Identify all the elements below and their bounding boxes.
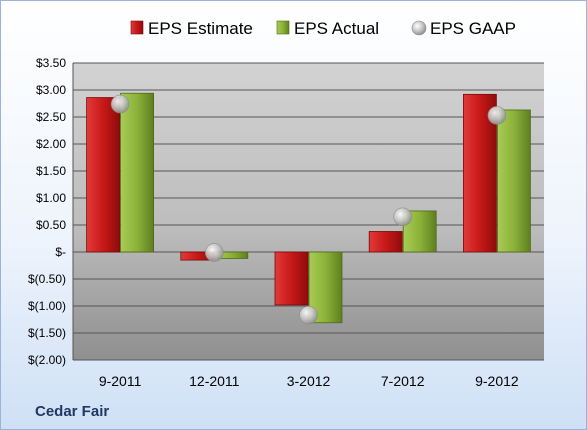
eps-gaap-marker [299,305,318,325]
y-tick-label: $1.50 [36,164,66,178]
legend-label: EPS Actual [294,19,379,38]
eps-actual-bar [120,92,154,253]
eps-estimate-bar [274,251,309,306]
eps-estimate-bar [86,97,120,253]
legend-swatch [130,20,144,35]
eps-gaap-marker [487,106,507,125]
eps-gaap-marker [110,94,130,114]
x-category-label: 12-2011 [189,373,240,389]
y-tick-label: $3.00 [36,83,66,97]
y-tick-label: $(1.00) [28,299,66,313]
legend-swatch [276,20,290,35]
y-tick-label: $3.50 [36,56,66,70]
eps-actual-bar [496,109,531,253]
legend-swatch [411,20,427,36]
eps-gaap-marker [205,243,224,262]
y-tick-label: $1.00 [36,191,66,205]
y-tick-label: $(2.00) [28,353,66,367]
y-tick-label: $(0.50) [28,272,66,286]
y-tick-label: $2.50 [36,110,66,124]
eps-gaap-marker [393,207,413,227]
y-tick-label: $2.00 [36,137,66,151]
company-name: Cedar Fair [35,403,110,420]
legend-label: EPS Estimate [148,19,253,38]
x-category-label: 9-2012 [475,373,519,389]
y-tick-label: $- [55,245,66,259]
x-category-label: 9-2011 [99,373,142,389]
x-category-label: 7-2012 [381,373,425,389]
y-tick-label: $0.50 [36,218,66,232]
eps-estimate-bar [368,231,403,253]
legend-label: EPS GAAP [430,19,516,38]
x-category-label: 3-2012 [287,373,331,389]
y-tick-label: $(1.50) [28,326,66,340]
